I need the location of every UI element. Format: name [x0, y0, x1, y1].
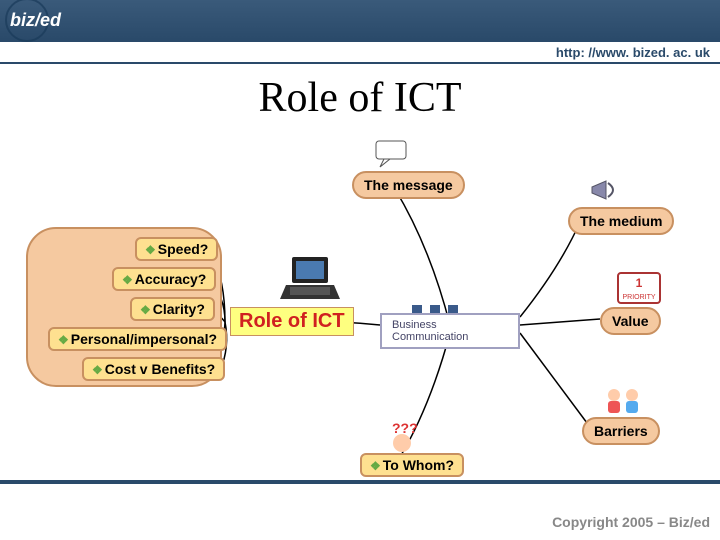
node-label: Clarity? [153, 301, 205, 317]
url-bar: http: //www. bized. ac. uk [0, 40, 720, 64]
svg-text:PRIORITY: PRIORITY [622, 294, 655, 301]
think-icon: ??? [380, 421, 424, 460]
node-label: Barriers [594, 423, 648, 439]
copyright-text: Copyright 2005 – Biz/ed [552, 514, 710, 530]
page-title: Role of ICT [0, 74, 720, 122]
key-icon: ❖ [145, 243, 156, 257]
central-node: Business Communication [380, 313, 520, 349]
node-clarity: ❖Clarity? [130, 297, 215, 321]
node-cost: ❖Cost v Benefits? [82, 357, 225, 381]
node-label: Speed? [158, 241, 209, 257]
node-label: Accuracy? [135, 271, 207, 287]
svg-text:???: ??? [392, 421, 418, 436]
mega-icon [588, 175, 624, 210]
diagram-area: Business Communication Role of ICT 1 PRIORI… [0, 127, 720, 487]
node-speed: ❖Speed? [135, 237, 218, 261]
node-medium: The medium [568, 207, 674, 235]
node-label: The medium [580, 213, 662, 229]
node-barriers: Barriers [582, 417, 660, 445]
key-icon: ❖ [370, 459, 381, 473]
priority-icon: 1 PRIORITY [614, 267, 664, 312]
people-icon [602, 385, 646, 420]
node-accuracy: ❖Accuracy? [112, 267, 216, 291]
laptop-icon [280, 253, 340, 308]
ict-label: Role of ICT [230, 307, 354, 336]
node-personal: ❖Personal/impersonal? [48, 327, 227, 351]
speech-icon [372, 139, 412, 174]
node-label: Personal/impersonal? [71, 331, 217, 347]
logo-text: biz/ed [10, 10, 61, 31]
footer-rule [0, 480, 720, 484]
url-text: http: //www. bized. ac. uk [556, 45, 710, 60]
header-bar: biz/ed [0, 0, 720, 40]
key-icon: ❖ [140, 303, 151, 317]
key-icon: ❖ [58, 333, 69, 347]
node-label: The message [364, 177, 453, 193]
node-label: Value [612, 313, 649, 329]
node-label: Cost v Benefits? [105, 361, 215, 377]
node-message: The message [352, 171, 465, 199]
key-icon: ❖ [122, 273, 133, 287]
svg-text:1: 1 [636, 276, 643, 290]
central-decor-icon [412, 305, 458, 313]
key-icon: ❖ [92, 363, 103, 377]
node-value: Value [600, 307, 661, 335]
